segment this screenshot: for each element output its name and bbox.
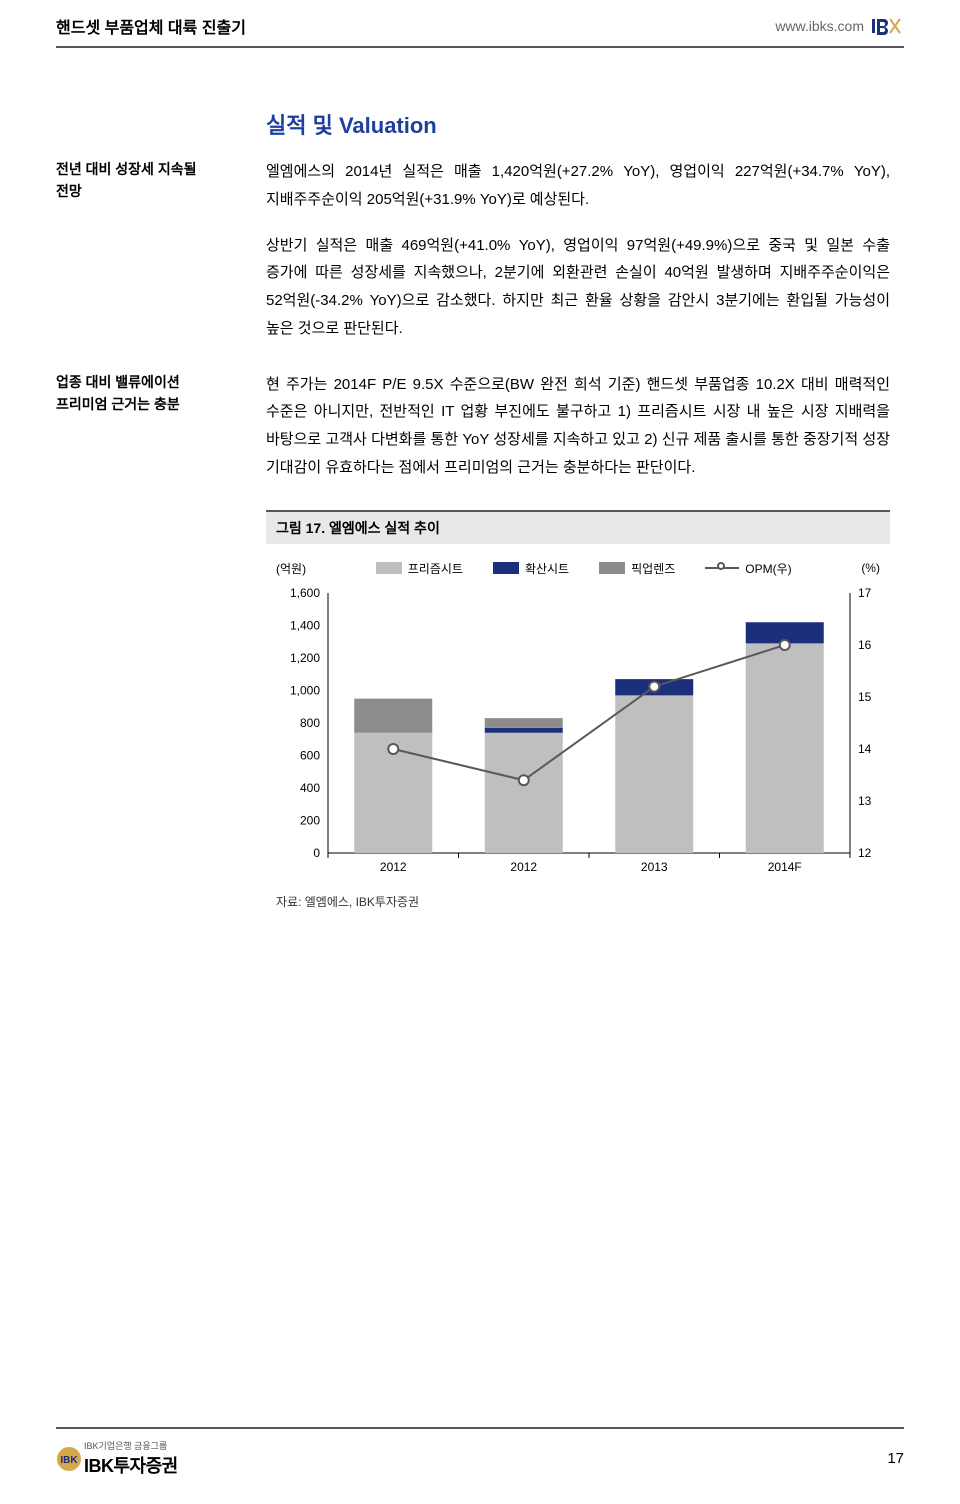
svg-text:1,400: 1,400: [290, 618, 320, 632]
svg-text:2013: 2013: [641, 860, 668, 874]
brand-main: IBK투자증권: [84, 1452, 178, 1478]
legend-item: 확산시트: [493, 560, 569, 577]
body-paragraph: 상반기 실적은 매출 469억원(+41.0% YoY), 영업이익 97억원(…: [266, 232, 890, 343]
svg-text:400: 400: [300, 781, 320, 795]
legend-item: OPM(우): [705, 560, 791, 577]
svg-text:17: 17: [858, 586, 872, 600]
page-footer: IBK IBK기업은행 금융그룹 IBK투자증권 17: [56, 1427, 904, 1478]
legend-center: 프리즘시트 확산시트 픽업렌즈 OPM(우): [376, 560, 792, 577]
legend-item: 프리즘시트: [376, 560, 463, 577]
footer-rule: [56, 1427, 904, 1429]
svg-text:15: 15: [858, 690, 872, 704]
svg-text:12: 12: [858, 846, 872, 860]
svg-text:14: 14: [858, 742, 872, 756]
chart-legend-row: (억원) 프리즘시트 확산시트 픽업렌즈 OPM(우) (%): [276, 560, 880, 577]
svg-text:13: 13: [858, 794, 872, 808]
legend-label: 프리즘시트: [408, 560, 463, 577]
paragraph-block: 전년 대비 성장세 지속될전망엘엠에스의 2014년 실적은 매출 1,420억…: [56, 158, 890, 343]
body-paragraph: 엘엠에스의 2014년 실적은 매출 1,420억원(+27.2% YoY), …: [266, 158, 890, 214]
header-right: www.ibks.com: [775, 17, 904, 35]
legend-swatch: [493, 562, 519, 574]
svg-text:1,000: 1,000: [290, 683, 320, 697]
svg-text:2012: 2012: [510, 860, 537, 874]
svg-text:600: 600: [300, 748, 320, 762]
page-header: 핸드셋 부품업체 대륙 진출기 www.ibks.com: [0, 0, 960, 46]
paragraph-block: 업종 대비 밸류에이션프리미엄 근거는 충분현 주가는 2014F P/E 9.…: [56, 371, 890, 482]
chart-source: 자료: 엘엠에스, IBK투자증권: [266, 889, 890, 914]
footer-row: IBK IBK기업은행 금융그룹 IBK투자증권 17: [56, 1439, 904, 1478]
side-label: 업종 대비 밸류에이션프리미엄 근거는 충분: [56, 371, 266, 482]
legend-item: 픽업렌즈: [599, 560, 675, 577]
doc-title: 핸드셋 부품업체 대륙 진출기: [56, 14, 246, 38]
chart-wrap: (억원) 프리즘시트 확산시트 픽업렌즈 OPM(우) (%) 0 200 400 600 8…: [266, 544, 890, 889]
svg-text:800: 800: [300, 716, 320, 730]
chart-caption: 그림 17. 엘엠에스 실적 추이: [266, 510, 890, 544]
legend-swatch: [376, 562, 402, 574]
brand-logo-small: [872, 17, 904, 35]
content: 실적 및 Valuation 전년 대비 성장세 지속될전망엘엠에스의 2014…: [0, 48, 960, 914]
legend-label: 확산시트: [525, 560, 569, 577]
section-title: 실적 및 Valuation: [266, 108, 890, 140]
svg-text:1,600: 1,600: [290, 586, 320, 600]
legend-swatch: [599, 562, 625, 574]
site-url: www.ibks.com: [775, 18, 864, 34]
svg-text:IBK: IBK: [60, 1455, 78, 1466]
svg-text:2012: 2012: [380, 860, 407, 874]
brand-top: IBK기업은행 금융그룹: [84, 1439, 178, 1452]
svg-text:1,200: 1,200: [290, 651, 320, 665]
paragraph-body: 현 주가는 2014F P/E 9.5X 수준으로(BW 완전 희석 기준) 핸…: [266, 371, 890, 482]
body-paragraph: 현 주가는 2014F P/E 9.5X 수준으로(BW 완전 희석 기준) 핸…: [266, 371, 890, 482]
side-label: 전년 대비 성장세 지속될전망: [56, 158, 266, 343]
y-left-label: (억원): [276, 560, 306, 577]
revenue-chart: 0 200 400 600 800 1,000 1,200 1,400 1,600 12 13 14 1…: [276, 583, 896, 883]
svg-text:0: 0: [313, 846, 320, 860]
svg-text:2014F: 2014F: [768, 860, 802, 874]
legend-label: OPM(우): [745, 560, 791, 577]
paragraph-body: 엘엠에스의 2014년 실적은 매출 1,420억원(+27.2% YoY), …: [266, 158, 890, 343]
page-number: 17: [887, 1450, 904, 1467]
y-right-label: (%): [861, 561, 880, 575]
footer-brand-text: IBK기업은행 금융그룹 IBK투자증권: [84, 1439, 178, 1478]
svg-text:16: 16: [858, 638, 872, 652]
legend-line-icon: [705, 567, 739, 569]
svg-text:200: 200: [300, 813, 320, 827]
footer-brand-icon: IBK: [56, 1446, 82, 1472]
footer-brand: IBK IBK기업은행 금융그룹 IBK투자증권: [56, 1439, 178, 1478]
legend-label: 픽업렌즈: [631, 560, 675, 577]
